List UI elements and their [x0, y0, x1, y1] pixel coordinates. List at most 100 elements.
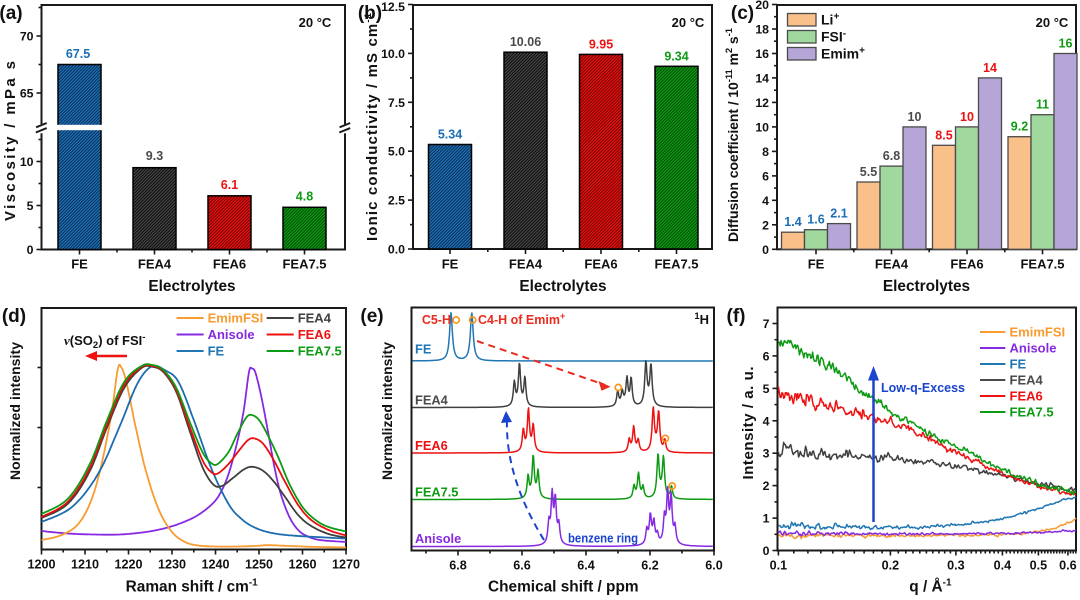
- svg-text:5.34: 5.34: [438, 128, 462, 142]
- svg-text:12: 12: [755, 96, 769, 110]
- svg-text:0.2: 0.2: [882, 559, 900, 573]
- svg-text:Low-q-Excess: Low-q-Excess: [881, 381, 965, 395]
- svg-text:Raman shift / cm-1: Raman shift / cm-1: [126, 578, 258, 596]
- svg-text:10.0: 10.0: [381, 47, 405, 61]
- svg-text:(d): (d): [2, 306, 26, 327]
- svg-text:FEA6: FEA6: [1010, 389, 1043, 404]
- svg-text:6: 6: [762, 169, 769, 183]
- svg-text:65: 65: [20, 87, 34, 101]
- svg-text:5: 5: [763, 382, 770, 396]
- svg-text:10: 10: [960, 110, 974, 124]
- svg-text:FEA7.5: FEA7.5: [298, 344, 342, 359]
- svg-text:10: 10: [908, 110, 922, 124]
- svg-text:20 °C: 20 °C: [672, 15, 705, 30]
- svg-text:67.5: 67.5: [66, 47, 90, 61]
- svg-text:9.95: 9.95: [589, 37, 613, 51]
- svg-text:10: 10: [20, 155, 34, 169]
- svg-text:1200: 1200: [27, 558, 55, 572]
- svg-text:7: 7: [763, 317, 770, 331]
- svg-text:(a): (a): [0, 3, 23, 24]
- svg-text:7.5: 7.5: [388, 96, 405, 110]
- svg-text:FEA7.5: FEA7.5: [282, 257, 326, 272]
- svg-text:0: 0: [763, 544, 770, 558]
- svg-text:Anisole: Anisole: [1010, 341, 1057, 356]
- svg-text:14: 14: [983, 61, 997, 75]
- svg-text:Normalized intensity: Normalized intensity: [379, 342, 395, 480]
- svg-text:Anisole: Anisole: [208, 327, 255, 342]
- svg-text:FEA6: FEA6: [298, 327, 331, 342]
- svg-text:FEA4: FEA4: [509, 257, 543, 272]
- svg-text:1250: 1250: [245, 558, 273, 572]
- svg-text:FEA7.5: FEA7.5: [415, 485, 458, 500]
- svg-text:3: 3: [763, 447, 770, 461]
- svg-text:2: 2: [762, 218, 769, 232]
- svg-text:8.5: 8.5: [935, 128, 952, 142]
- svg-text:0.0: 0.0: [388, 243, 405, 257]
- svg-text:FSI-: FSI-: [821, 29, 846, 45]
- svg-text:10: 10: [755, 120, 769, 134]
- svg-text:14: 14: [755, 71, 769, 85]
- svg-text:6: 6: [763, 349, 770, 363]
- svg-text:FEA7.5: FEA7.5: [654, 257, 698, 272]
- svg-text:FEA4: FEA4: [875, 257, 909, 272]
- svg-text:FEA6: FEA6: [950, 257, 983, 272]
- svg-text:C5-H: C5-H: [422, 313, 451, 327]
- svg-text:1270: 1270: [332, 558, 360, 572]
- svg-text:6.2: 6.2: [641, 559, 659, 573]
- svg-text:FEA6: FEA6: [584, 257, 617, 272]
- svg-text:Chemical shift / ppm: Chemical shift / ppm: [488, 579, 639, 596]
- svg-text:0.1: 0.1: [770, 559, 788, 573]
- svg-text:Electrolytes: Electrolytes: [148, 278, 235, 295]
- svg-text:16: 16: [1059, 37, 1073, 51]
- svg-text:1220: 1220: [114, 558, 142, 572]
- svg-text:4.8: 4.8: [296, 190, 313, 204]
- svg-text:5.0: 5.0: [388, 145, 405, 159]
- svg-text:FE: FE: [71, 257, 88, 272]
- svg-text:Emim+: Emim+: [821, 46, 865, 62]
- svg-text:6.8: 6.8: [449, 559, 467, 573]
- svg-text:Normalized intensity: Normalized intensity: [7, 342, 23, 480]
- svg-text:1210: 1210: [71, 558, 99, 572]
- svg-text:FEA4: FEA4: [1010, 373, 1044, 388]
- svg-text:6.4: 6.4: [577, 559, 595, 573]
- svg-text:FE: FE: [808, 257, 825, 272]
- svg-text:1H: 1H: [694, 311, 709, 327]
- svg-text:8: 8: [762, 145, 769, 159]
- svg-text:FEA7.5: FEA7.5: [1020, 257, 1064, 272]
- svg-text:18: 18: [755, 23, 769, 37]
- svg-text:FE: FE: [1010, 357, 1027, 372]
- svg-text:1.6: 1.6: [807, 213, 824, 227]
- svg-text:6.0: 6.0: [705, 559, 723, 573]
- svg-text:1: 1: [763, 512, 770, 526]
- svg-text:FE: FE: [415, 342, 432, 357]
- svg-text:0: 0: [762, 243, 769, 257]
- svg-text:(c): (c): [731, 3, 754, 24]
- svg-text:FEA4: FEA4: [298, 311, 332, 326]
- svg-text:Electrolytes: Electrolytes: [883, 278, 970, 295]
- svg-text:1230: 1230: [158, 558, 186, 572]
- svg-text:20 °C: 20 °C: [299, 15, 332, 30]
- svg-text:EmimFSI: EmimFSI: [208, 311, 264, 326]
- svg-text:q / Å-1: q / Å-1: [909, 578, 952, 596]
- svg-text:EmimFSI: EmimFSI: [1010, 325, 1066, 340]
- svg-text:2.1: 2.1: [830, 207, 847, 221]
- svg-text:1.4: 1.4: [784, 215, 801, 229]
- svg-text:5.5: 5.5: [860, 165, 877, 179]
- svg-text:20 °C: 20 °C: [1036, 15, 1069, 30]
- svg-text:(b): (b): [358, 3, 382, 24]
- svg-text:(e): (e): [360, 306, 383, 327]
- svg-text:Anisole: Anisole: [415, 531, 461, 546]
- svg-text:FEA6: FEA6: [415, 438, 448, 453]
- svg-text:0.6: 0.6: [1059, 559, 1077, 573]
- svg-text:0.4: 0.4: [994, 559, 1012, 573]
- svg-text:FE: FE: [208, 344, 225, 359]
- svg-text:11: 11: [1036, 98, 1049, 112]
- svg-text:1240: 1240: [201, 558, 229, 572]
- svg-text:16: 16: [755, 47, 769, 61]
- svg-text:FEA4: FEA4: [415, 393, 449, 408]
- svg-text:FE: FE: [442, 257, 459, 272]
- svg-text:6.1: 6.1: [221, 178, 238, 192]
- svg-text:9.3: 9.3: [146, 149, 163, 163]
- svg-text:9.2: 9.2: [1011, 120, 1028, 134]
- svg-text:FEA4: FEA4: [138, 257, 172, 272]
